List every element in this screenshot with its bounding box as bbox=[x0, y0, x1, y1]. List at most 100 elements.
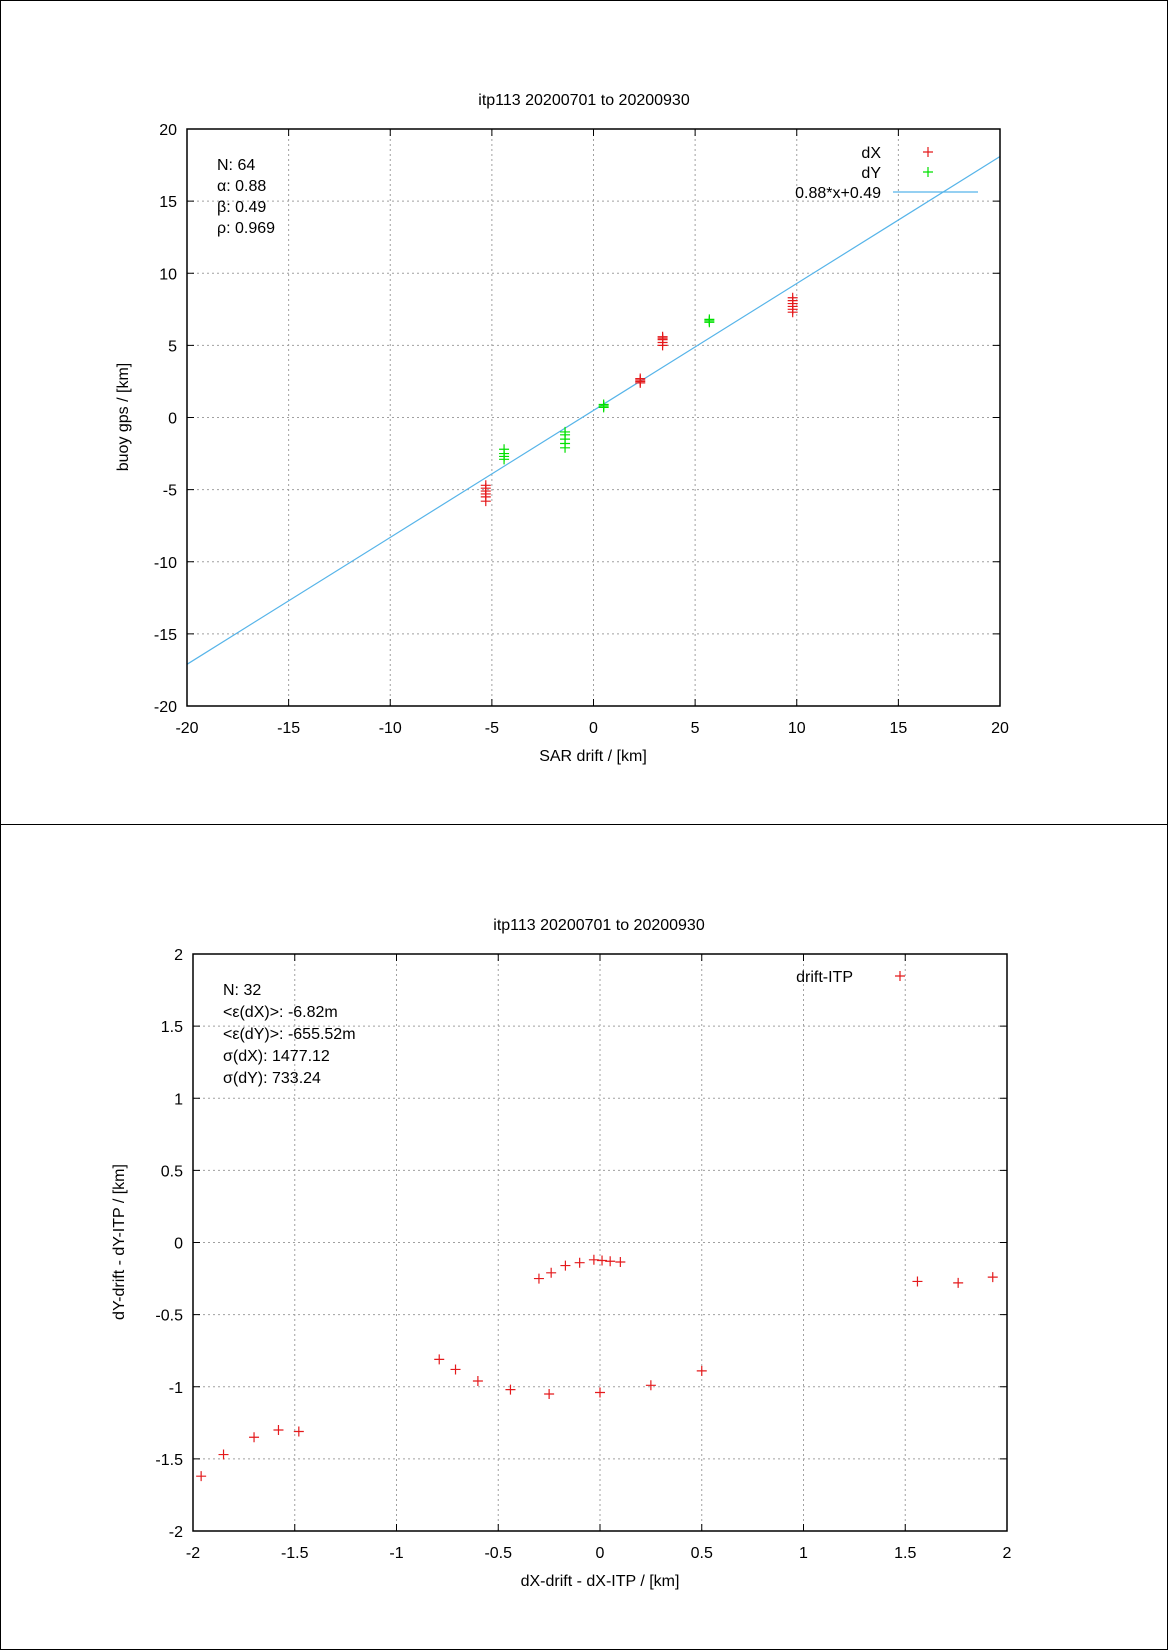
chart-2-xtick-label: -2 bbox=[186, 1545, 200, 1562]
chart-1-dy-point bbox=[499, 454, 510, 465]
chart-1-dx-point bbox=[480, 496, 491, 507]
chart-2-stat-line: σ(dX): 1477.12 bbox=[223, 1048, 330, 1065]
chart-2-title: itp113 20200701 to 20200930 bbox=[493, 917, 705, 934]
chart-1-xtick-label: 15 bbox=[889, 720, 907, 737]
chart-2-ytick-label: 0.5 bbox=[161, 1163, 183, 1180]
chart-2-stats: N: 32 <ε(dX)>: -6.82m <ε(dY)>: -655.52m σ(d… bbox=[223, 982, 356, 1087]
chart-2-svg: itp113 20200701 to 20200930 -2 -1.5 -1 -0.5… bbox=[111, 917, 1012, 1590]
chart-1-grid bbox=[187, 129, 1000, 706]
chart-2-ytick-label: -2 bbox=[169, 1524, 183, 1541]
chart-2-drift-itp-point bbox=[645, 1380, 656, 1391]
chart-1-xtick-label: 20 bbox=[991, 720, 1009, 737]
chart-1-stat-line: β: 0.49 bbox=[217, 199, 266, 216]
chart-1-dx-point bbox=[787, 292, 798, 303]
chart-1-ytick-label: 5 bbox=[168, 338, 177, 355]
chart-1-fit bbox=[186, 156, 1001, 665]
chart-2-xtick-label: -1.5 bbox=[281, 1545, 309, 1562]
chart-2-xlabel: dX-drift - dX-ITP / [km] bbox=[521, 1573, 680, 1590]
chart-1-ytick-label: 15 bbox=[159, 194, 177, 211]
chart-1-xtick-label: 0 bbox=[589, 720, 598, 737]
chart-panel-2: itp113 20200701 to 20200930 -2 -1.5 -1 -0.5… bbox=[0, 824, 1168, 1650]
chart-2-drift-itp-point bbox=[574, 1257, 585, 1268]
chart-1-xlabel: SAR drift / [km] bbox=[539, 748, 647, 765]
chart-2-ytick-label: 2 bbox=[174, 947, 183, 964]
chart-1-legend-label: dY bbox=[861, 165, 881, 182]
chart-1-xtick-label: 10 bbox=[788, 720, 806, 737]
chart-2-drift-itp-point bbox=[595, 1387, 605, 1398]
chart-2-drift-itp-point bbox=[544, 1388, 555, 1399]
chart-2-drift-itp-point bbox=[597, 1255, 608, 1266]
chart-2-xtick-label: 1 bbox=[799, 1545, 808, 1562]
chart-2-drift-itp-point bbox=[605, 1256, 616, 1267]
chart-1-legend-label: 0.88*x+0.49 bbox=[795, 185, 881, 202]
chart-1-ytick-label: 10 bbox=[159, 266, 177, 283]
chart-1-ytick-label: 20 bbox=[159, 122, 177, 139]
chart-2-xtick-label: 2 bbox=[1003, 1545, 1012, 1562]
chart-1-ytick-label: -10 bbox=[154, 555, 177, 572]
chart-1-dx-point bbox=[657, 333, 668, 344]
chart-1-stat-line: α: 0.88 bbox=[217, 178, 266, 195]
chart-1-ytick-label: 0 bbox=[168, 411, 177, 428]
chart-2-drift-itp-point bbox=[450, 1364, 461, 1375]
chart-1-stat-line: ρ: 0.969 bbox=[217, 220, 275, 237]
chart-2-legend-label: drift-ITP bbox=[796, 969, 853, 986]
chart-2-ytick-label: 0 bbox=[174, 1236, 183, 1253]
chart-1-ytick-label: -5 bbox=[163, 483, 177, 500]
chart-1-ticks: -20 -15 -10 -5 0 5 10 15 20 -20 -15 -10 -5 0 5 10 15 20 bbox=[154, 122, 1009, 737]
chart-2-drift-itp-point bbox=[505, 1384, 516, 1395]
chart-2-ytick-label: -1 bbox=[169, 1380, 183, 1397]
chart-2-legend: drift-ITP bbox=[796, 969, 905, 986]
chart-2-stat-line: σ(dY): 733.24 bbox=[223, 1070, 321, 1087]
chart-2-ytick-label: -0.5 bbox=[155, 1308, 183, 1325]
chart-1-xtick-label: 5 bbox=[691, 720, 700, 737]
chart-1-stat-line: N: 64 bbox=[217, 157, 255, 174]
chart-2-drift-itp-point bbox=[533, 1273, 544, 1284]
chart-1-stats: N: 64 α: 0.88 β: 0.49 ρ: 0.969 bbox=[217, 157, 275, 237]
chart-1-legend-label: dX bbox=[861, 145, 881, 162]
chart-2-ytick-label: -1.5 bbox=[155, 1452, 183, 1469]
chart-1-dy-point bbox=[598, 400, 609, 411]
chart-1-ylabel: buoy gps / [km] bbox=[115, 363, 132, 472]
chart-1-xtick-label: -10 bbox=[379, 720, 402, 737]
chart-2-drift-itp-point bbox=[987, 1272, 998, 1283]
chart-2-xtick-label: 1.5 bbox=[894, 1545, 916, 1562]
chart-2-drift-itp-point bbox=[696, 1365, 707, 1376]
chart-2-xtick-label: -1 bbox=[389, 1545, 403, 1562]
chart-2-drift-itp-point bbox=[249, 1432, 260, 1443]
chart-2-ytick-label: 1.5 bbox=[161, 1019, 183, 1036]
chart-1-ytick-label: -20 bbox=[154, 699, 177, 716]
chart-2-points bbox=[196, 1254, 998, 1482]
chart-1-dy-point bbox=[560, 442, 571, 453]
chart-2-drift-itp-point bbox=[546, 1267, 557, 1278]
chart-1-points bbox=[480, 292, 798, 507]
chart-1-svg: itp113 20200701 to 20200930 -20 -15 -10 -5 0… bbox=[115, 92, 1009, 765]
chart-2-drift-itp-point bbox=[293, 1426, 304, 1437]
chart-2-xtick-label: 0 bbox=[596, 1545, 605, 1562]
chart-1-xtick-label: -20 bbox=[175, 720, 198, 737]
chart-2-drift-itp-point bbox=[912, 1276, 923, 1287]
chart-2-stat-line: <ε(dY)>: -655.52m bbox=[223, 1026, 356, 1043]
chart-1-legend-marker bbox=[923, 167, 933, 177]
chart-2-legend-marker bbox=[895, 971, 905, 981]
chart-1-xtick-label: -15 bbox=[277, 720, 300, 737]
chart-2-drift-itp-point bbox=[434, 1354, 445, 1365]
chart-2-ylabel: dY-drift - dY-ITP / [km] bbox=[111, 1164, 128, 1320]
chart-1-title: itp113 20200701 to 20200930 bbox=[478, 92, 690, 109]
chart-1-xtick-label: -5 bbox=[485, 720, 499, 737]
chart-2-grid bbox=[193, 954, 1007, 1531]
chart-2-drift-itp-point bbox=[218, 1449, 229, 1460]
chart-1-legend: dX dY 0.88*x+0.49 bbox=[795, 145, 978, 202]
chart-2-ytick-label: 1 bbox=[174, 1091, 183, 1108]
chart-2-drift-itp-point bbox=[273, 1425, 284, 1436]
chart-2-xtick-label: -0.5 bbox=[484, 1545, 512, 1562]
chart-1-dy-point bbox=[704, 315, 715, 326]
chart-1-legend-marker bbox=[923, 147, 933, 157]
chart-1-fit-line bbox=[186, 156, 1001, 665]
chart-panel-1: itp113 20200701 to 20200930 -20 -15 -10 -5 0… bbox=[0, 0, 1168, 825]
chart-2-drift-itp-point bbox=[953, 1277, 964, 1288]
chart-2-ticks: -2 -1.5 -1 -0.5 0 0.5 1 1.5 2 -2 -1.5 -1 -0.5 0 0.5 1 1.… bbox=[155, 947, 1011, 1562]
chart-2-stat-line: N: 32 bbox=[223, 982, 261, 999]
chart-1-ytick-label: -15 bbox=[154, 627, 177, 644]
chart-2-drift-itp-point bbox=[560, 1260, 571, 1271]
chart-2-drift-itp-point bbox=[588, 1254, 599, 1265]
